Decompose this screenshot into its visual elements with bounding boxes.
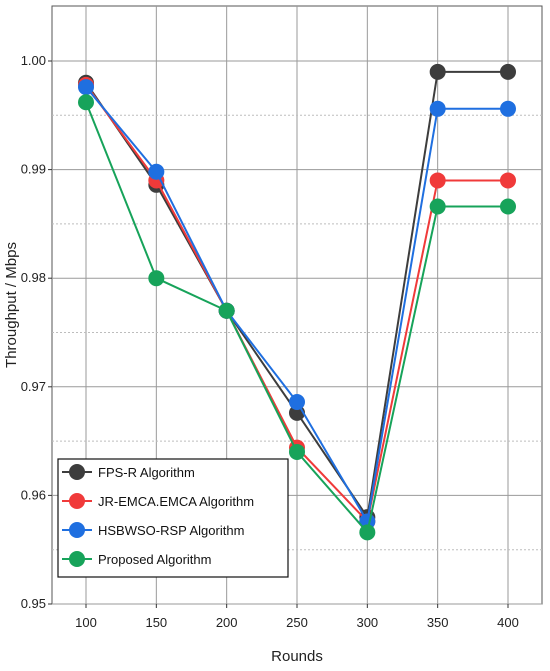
data-point (500, 100, 516, 117)
x-tick-label: 250 (286, 615, 308, 630)
data-point (148, 163, 165, 180)
data-point (148, 270, 165, 287)
legend-entry-3: Proposed Algorithm (62, 551, 211, 567)
legend-entry-1: JR-EMCA.EMCA Algorithm (62, 493, 254, 509)
legend-box (57, 458, 289, 578)
legend-label: JR-EMCA.EMCA Algorithm (98, 494, 254, 509)
series-3 (78, 94, 516, 541)
x-tick-label: 100 (75, 615, 97, 630)
y-tick-label: 1.00 (21, 53, 46, 68)
legend-marker (69, 493, 85, 509)
legend-label: HSBWSO-RSP Algorithm (98, 523, 244, 538)
y-tick-label: 0.98 (21, 270, 46, 285)
legend-marker (69, 522, 85, 538)
legend-label: Proposed Algorithm (98, 552, 211, 567)
y-tick-label: 0.96 (21, 487, 46, 502)
x-axis-ticks: 100 150 200 250 300 350 400 (75, 604, 519, 630)
data-point (429, 63, 446, 80)
y-axis-label: Throughput / Mbps (3, 242, 20, 368)
legend-label: FPS-R Algorithm (98, 465, 195, 480)
legend-marker (69, 551, 85, 567)
data-point (78, 79, 94, 96)
series-2 (78, 79, 516, 530)
data-point (500, 198, 516, 215)
legend-marker (69, 464, 85, 480)
x-tick-label: 300 (356, 615, 378, 630)
data-point (359, 524, 376, 541)
y-axis-ticks: 0.95 0.96 0.97 0.98 0.99 1.00 (21, 53, 52, 611)
data-point (429, 172, 446, 189)
data-point (429, 198, 446, 215)
data-point (429, 100, 446, 117)
x-tick-label: 350 (427, 615, 449, 630)
x-tick-label: 400 (497, 615, 519, 630)
series-group (78, 63, 516, 541)
y-tick-label: 0.95 (21, 596, 46, 611)
y-tick-label: 0.97 (21, 379, 46, 394)
legend-entry-2: HSBWSO-RSP Algorithm (62, 522, 244, 538)
data-point (500, 63, 516, 80)
data-point (289, 394, 305, 411)
legend-entry-0: FPS-R Algorithm (62, 464, 195, 480)
x-axis-label: Rounds (271, 648, 323, 665)
data-point (78, 94, 94, 111)
data-point (289, 443, 305, 460)
x-tick-label: 200 (216, 615, 238, 630)
y-tick-label: 0.99 (21, 162, 46, 177)
data-point (218, 302, 235, 319)
x-tick-label: 150 (145, 615, 167, 630)
data-point (500, 172, 516, 189)
legend: FPS-R Algorithm JR-EMCA.EMCA Algorithm HSB… (57, 458, 289, 578)
